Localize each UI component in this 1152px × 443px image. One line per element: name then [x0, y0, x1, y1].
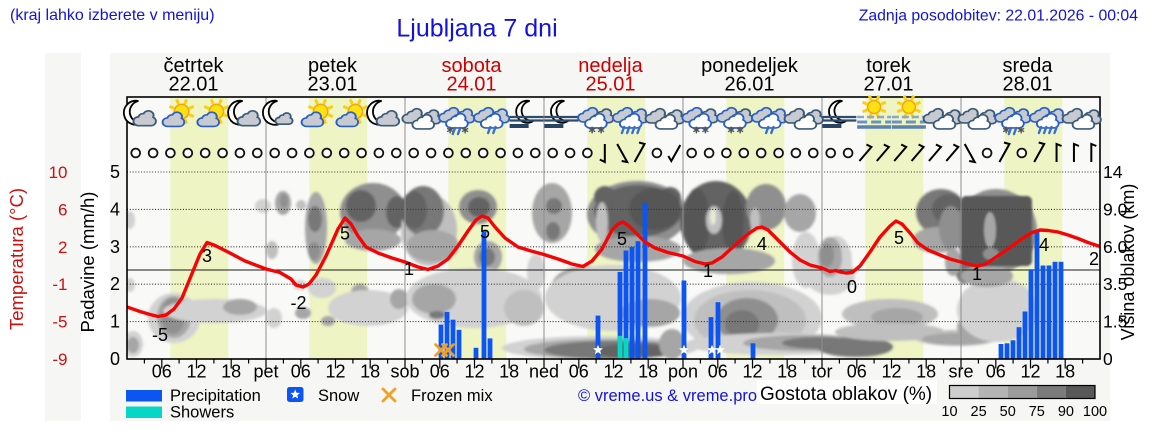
svg-text:Gostota oblakov (%): Gostota oblakov (%)	[760, 384, 932, 405]
svg-text:06: 06	[291, 362, 311, 382]
svg-text:nedelja: nedelja	[578, 55, 643, 77]
svg-text:06: 06	[430, 362, 450, 382]
svg-text:18: 18	[638, 362, 658, 382]
svg-text:12: 12	[742, 362, 762, 382]
svg-text:12: 12	[464, 362, 484, 382]
svg-text:-2: -2	[290, 293, 306, 313]
svg-text:-5: -5	[152, 325, 168, 345]
svg-text:Frozen mix: Frozen mix	[411, 387, 493, 405]
svg-text:Višina oblakov (km): Višina oblakov (km)	[1118, 184, 1138, 341]
svg-text:24.01: 24.01	[446, 74, 496, 96]
svg-text:0: 0	[847, 277, 857, 297]
svg-text:Showers: Showers	[170, 404, 234, 422]
svg-text:sob: sob	[390, 362, 419, 382]
svg-text:06: 06	[708, 362, 728, 382]
svg-text:-1: -1	[52, 275, 67, 294]
svg-text:2: 2	[1089, 249, 1099, 269]
svg-text:12: 12	[603, 362, 623, 382]
svg-text:14: 14	[1103, 162, 1123, 182]
svg-text:1: 1	[972, 264, 982, 284]
svg-text:5: 5	[480, 222, 490, 242]
svg-text:sobota: sobota	[441, 55, 502, 77]
svg-text:18: 18	[777, 362, 797, 382]
svg-text:90: 90	[1058, 404, 1074, 420]
svg-text:12: 12	[881, 362, 901, 382]
svg-text:4: 4	[1039, 235, 1049, 255]
svg-text:1.5: 1.5	[1103, 312, 1127, 332]
svg-text:23.01: 23.01	[307, 74, 357, 96]
svg-text:27.01: 27.01	[863, 74, 913, 96]
svg-text:pet: pet	[253, 362, 278, 382]
svg-text:ponedeljek: ponedeljek	[701, 55, 799, 77]
svg-text:06: 06	[152, 362, 172, 382]
svg-text:2: 2	[110, 274, 120, 294]
svg-text:26.01: 26.01	[724, 74, 774, 96]
svg-text:-5: -5	[52, 313, 67, 332]
svg-text:06: 06	[986, 362, 1006, 382]
svg-text:četrtek: četrtek	[163, 55, 224, 77]
svg-text:3.5: 3.5	[1103, 274, 1127, 294]
svg-text:25: 25	[971, 404, 987, 420]
svg-text:Temperatura (°C): Temperatura (°C)	[6, 188, 27, 330]
svg-text:18: 18	[916, 362, 936, 382]
svg-text:6.0: 6.0	[1103, 237, 1128, 257]
svg-text:petek: petek	[308, 55, 358, 77]
svg-text:5: 5	[894, 228, 904, 248]
svg-text:tor: tor	[811, 362, 832, 382]
svg-text:3: 3	[110, 237, 120, 257]
svg-text:sre: sre	[948, 362, 973, 382]
svg-text:4: 4	[110, 199, 120, 219]
svg-text:12: 12	[325, 362, 345, 382]
svg-text:28.01: 28.01	[1002, 74, 1052, 96]
svg-text:18: 18	[221, 362, 241, 382]
svg-text:9.0: 9.0	[1103, 199, 1128, 219]
svg-text:2: 2	[58, 238, 67, 257]
svg-text:4: 4	[757, 234, 767, 254]
svg-text:1: 1	[703, 261, 713, 281]
svg-text:18: 18	[1055, 362, 1075, 382]
svg-text:ned: ned	[529, 362, 559, 382]
svg-text:75: 75	[1029, 404, 1045, 420]
svg-text:0: 0	[110, 349, 120, 369]
svg-text:torek: torek	[866, 55, 911, 77]
svg-text:(kraj lahko izberete v meniju): (kraj lahko izberete v meniju)	[10, 7, 215, 24]
svg-text:pon: pon	[668, 362, 698, 382]
svg-text:Precipitation: Precipitation	[170, 387, 261, 405]
svg-text:1: 1	[110, 312, 120, 332]
svg-text:06: 06	[847, 362, 867, 382]
svg-text:1: 1	[404, 259, 414, 279]
svg-text:Zadnja posodobitev: 22.01.2026: Zadnja posodobitev: 22.01.2026 - 00:04	[859, 8, 1139, 25]
svg-text:18: 18	[360, 362, 380, 382]
svg-text:-9: -9	[52, 350, 67, 369]
svg-text:6: 6	[58, 200, 67, 219]
svg-text:5: 5	[110, 162, 120, 182]
svg-text:sreda: sreda	[1002, 55, 1053, 77]
svg-text:06: 06	[569, 362, 589, 382]
svg-text:3: 3	[202, 246, 212, 266]
svg-text:10: 10	[49, 163, 68, 182]
svg-text:12: 12	[1020, 362, 1040, 382]
svg-text:© vreme.us & vreme.pro: © vreme.us & vreme.pro	[578, 387, 757, 405]
svg-text:25.01: 25.01	[585, 74, 635, 96]
svg-text:5: 5	[340, 224, 350, 244]
svg-text:Snow: Snow	[318, 387, 359, 405]
svg-text:Ljubljana 7 dni: Ljubljana 7 dni	[396, 15, 557, 43]
svg-text:5: 5	[617, 229, 627, 249]
svg-text:100: 100	[1083, 404, 1107, 420]
svg-text:22.01: 22.01	[168, 74, 218, 96]
svg-text:18: 18	[499, 362, 519, 382]
svg-text:Padavine (mm/h): Padavine (mm/h)	[77, 192, 98, 333]
svg-text:10: 10	[941, 404, 957, 420]
svg-text:50: 50	[1000, 404, 1016, 420]
svg-text:0: 0	[1103, 349, 1113, 369]
svg-text:12: 12	[186, 362, 206, 382]
